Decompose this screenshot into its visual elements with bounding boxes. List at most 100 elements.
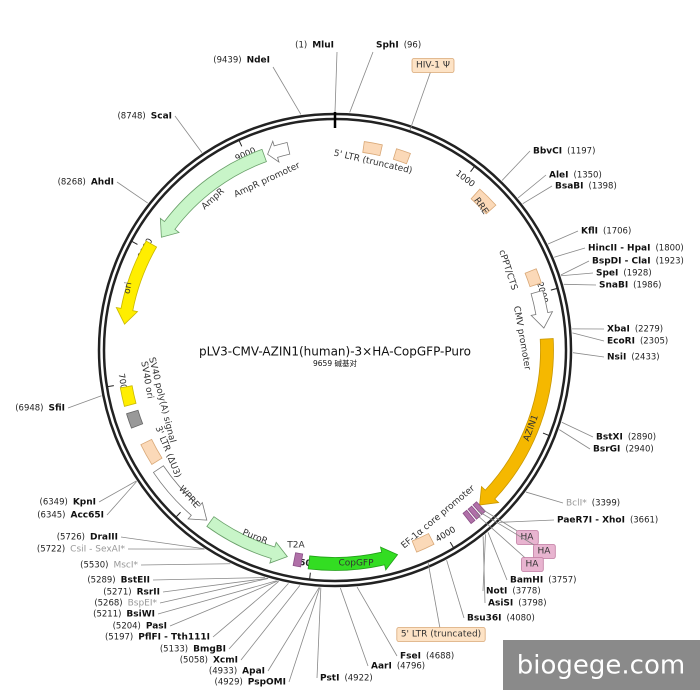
watermark: biogege.com — [517, 651, 685, 681]
site-position: (4922) — [344, 674, 372, 684]
site-name: AleI — [549, 171, 569, 181]
site-leader — [517, 174, 547, 199]
site-leader — [272, 66, 302, 115]
feature-shape — [206, 516, 288, 564]
site-leader — [316, 587, 322, 679]
site-name: AarI — [371, 662, 392, 672]
site-name: SphI — [376, 41, 399, 51]
site-leader — [157, 580, 277, 615]
site-leader — [561, 272, 594, 277]
site-name: BbvCI — [533, 147, 562, 157]
tick-mark — [449, 541, 455, 549]
site-leader — [356, 586, 398, 657]
site-leader — [228, 583, 289, 650]
site-position: (1197) — [567, 147, 595, 157]
site-name: NdeI — [247, 56, 270, 66]
site-name: Acc65I — [70, 511, 104, 521]
site-position: (1398) — [589, 182, 617, 192]
site-position: (5211) — [93, 610, 121, 620]
site-position: (2305) — [640, 337, 668, 347]
site-leader — [547, 230, 579, 245]
site-leader — [499, 519, 555, 523]
feature-callout: HA — [516, 530, 539, 545]
site-leader — [159, 578, 269, 604]
feature-label: 5' LTR (truncated) — [401, 630, 481, 640]
feature-shape — [152, 465, 208, 521]
site-position: (3778) — [512, 587, 540, 597]
callout-box — [533, 544, 556, 559]
site-position: (5197) — [105, 633, 133, 643]
site-position: (8268) — [58, 178, 86, 188]
tick-mark — [106, 385, 114, 388]
site-leader — [67, 395, 102, 409]
site-position: (8748) — [117, 112, 145, 122]
site-position: (5268) — [94, 599, 122, 609]
site-position: (4929) — [215, 678, 243, 688]
site-position: (1928) — [623, 269, 651, 279]
site-name: KpnI — [73, 498, 96, 508]
site-position: (5271) — [103, 588, 131, 598]
tick-mark — [238, 139, 243, 147]
site-name: BspDI - ClaI — [592, 257, 651, 267]
feature-label: ori — [123, 281, 135, 294]
site-leader — [522, 185, 553, 205]
tick-mark — [470, 165, 476, 172]
site-leader — [560, 260, 590, 276]
feature-shape — [307, 546, 399, 571]
site-name: BamHI — [510, 576, 543, 586]
site-position: (2940) — [625, 445, 653, 455]
site-name: NsiI — [607, 353, 626, 363]
site-position: (5289) — [87, 576, 115, 586]
site-name: BmgBI — [193, 645, 226, 655]
site-position: (5058) — [180, 656, 208, 666]
site-name: SnaBI — [599, 281, 628, 291]
site-position: (1800) — [655, 244, 683, 254]
feature-callout: HA — [521, 557, 544, 572]
site-name: ScaI — [151, 112, 172, 122]
site-leader — [339, 587, 369, 667]
tick-mark — [542, 432, 550, 437]
site-position: (1706) — [603, 227, 631, 237]
site-name: BclI* — [566, 499, 587, 509]
site-position: (1986) — [633, 281, 661, 291]
site-position: (5726) — [57, 533, 85, 543]
feature-leader — [409, 64, 434, 131]
feature-shape — [470, 188, 497, 215]
tick-mark — [175, 511, 181, 518]
site-name: PstI — [320, 674, 339, 684]
site-position: (4796) — [397, 662, 425, 672]
site-name: BsaBI — [555, 182, 584, 192]
site-position: (1) — [295, 41, 307, 51]
feature-shape — [126, 409, 144, 429]
map-size: 9659 碱基对 — [313, 358, 357, 368]
feature-shape — [524, 268, 542, 288]
site-leader — [162, 577, 268, 593]
site-leader — [572, 352, 605, 358]
site-leader — [559, 429, 591, 450]
map-title: pLV3-CMV-AZIN1(human)-3×HA-CopGFP-Puro — [199, 345, 471, 359]
site-leader — [152, 577, 266, 581]
site-leader — [482, 536, 486, 604]
site-name: PaeR7I - XhoI — [557, 516, 625, 526]
feature-label: HIV-1 Ψ — [416, 61, 450, 71]
site-position: (5204) — [113, 622, 141, 632]
site-leader — [482, 534, 486, 592]
site-position: (3798) — [518, 599, 546, 609]
site-position: (2279) — [635, 325, 663, 335]
callout-box — [521, 557, 544, 572]
feature-callout: 5' LTR (truncated) — [396, 627, 486, 642]
site-name: FseI — [400, 652, 421, 662]
site-position: (2433) — [631, 353, 659, 363]
site-name: BsiWI — [126, 610, 155, 620]
site-leader — [525, 491, 564, 504]
site-name: BstXI — [596, 433, 623, 443]
site-name: SpeI — [596, 269, 618, 279]
site-name: NotI — [486, 587, 507, 597]
site-leader — [572, 332, 605, 342]
feature-shape — [159, 148, 267, 238]
site-position: (3757) — [548, 576, 576, 586]
site-leader — [140, 563, 231, 566]
site-position: (6349) — [40, 498, 68, 508]
